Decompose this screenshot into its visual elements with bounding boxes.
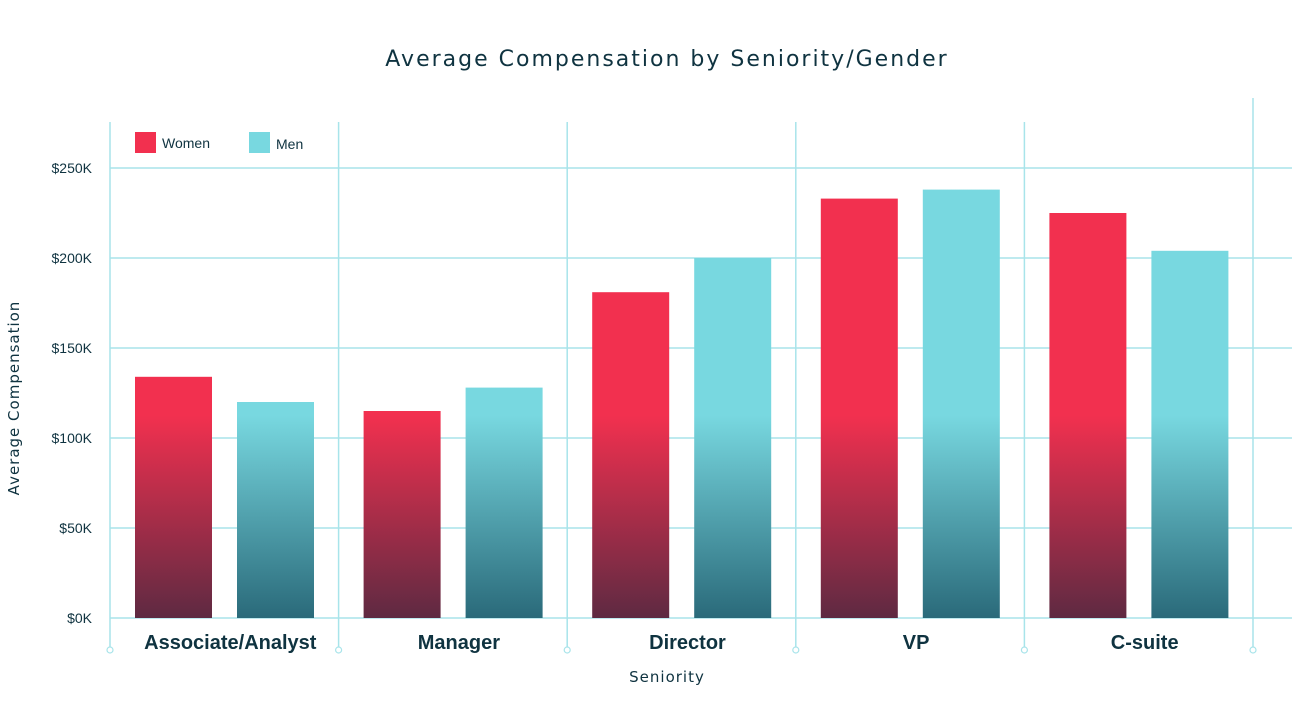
y-tick-label: $50K	[59, 520, 92, 536]
bar-women-0	[135, 376, 212, 618]
bar-women-2	[592, 292, 670, 618]
x-axis-title: Seniority	[629, 668, 705, 686]
y-tick-label: $100K	[52, 430, 93, 446]
x-separator-marker	[106, 646, 114, 654]
legend: Women Men	[135, 132, 303, 153]
x-tick-label: Manager	[418, 632, 500, 654]
x-tick-label: VP	[903, 632, 930, 654]
x-separator-marker	[335, 646, 343, 654]
chart-title: Average Compensation by Seniority/Gender	[385, 47, 948, 72]
legend-label-women: Women	[162, 135, 210, 151]
legend-label-men: Men	[276, 136, 303, 152]
x-tick-label: Associate/Analyst	[144, 632, 317, 654]
bar-women-4	[1049, 213, 1127, 618]
x-tick-label: C-suite	[1111, 632, 1179, 654]
bar-men-3	[922, 189, 1000, 618]
x-separator-marker	[1020, 646, 1029, 654]
y-tick-label: $150K	[52, 340, 93, 356]
bar-men-4	[1151, 250, 1229, 619]
y-tick-label: $250K	[52, 160, 93, 176]
y-axis-title: Average Compensation	[5, 301, 23, 496]
legend-swatch-women	[135, 132, 156, 153]
x-tick-label: Director	[649, 632, 726, 654]
bar-women-1	[363, 411, 441, 618]
bars-layer	[135, 189, 1229, 619]
bar-women-3	[820, 198, 898, 618]
x-separator-marker	[792, 646, 800, 654]
y-tick-label: $200K	[52, 250, 93, 266]
bar-men-1	[465, 387, 543, 618]
x-separator-marker	[563, 646, 571, 654]
bar-men-2	[694, 258, 772, 618]
x-separator-marker	[1249, 646, 1257, 654]
bar-men-0	[237, 402, 314, 618]
y-tick-label: $0K	[67, 610, 93, 626]
axis-layer: $0K $50K $100K $150K $200K $250K Associate/Ana…	[52, 160, 1179, 654]
legend-swatch-men	[249, 132, 270, 153]
